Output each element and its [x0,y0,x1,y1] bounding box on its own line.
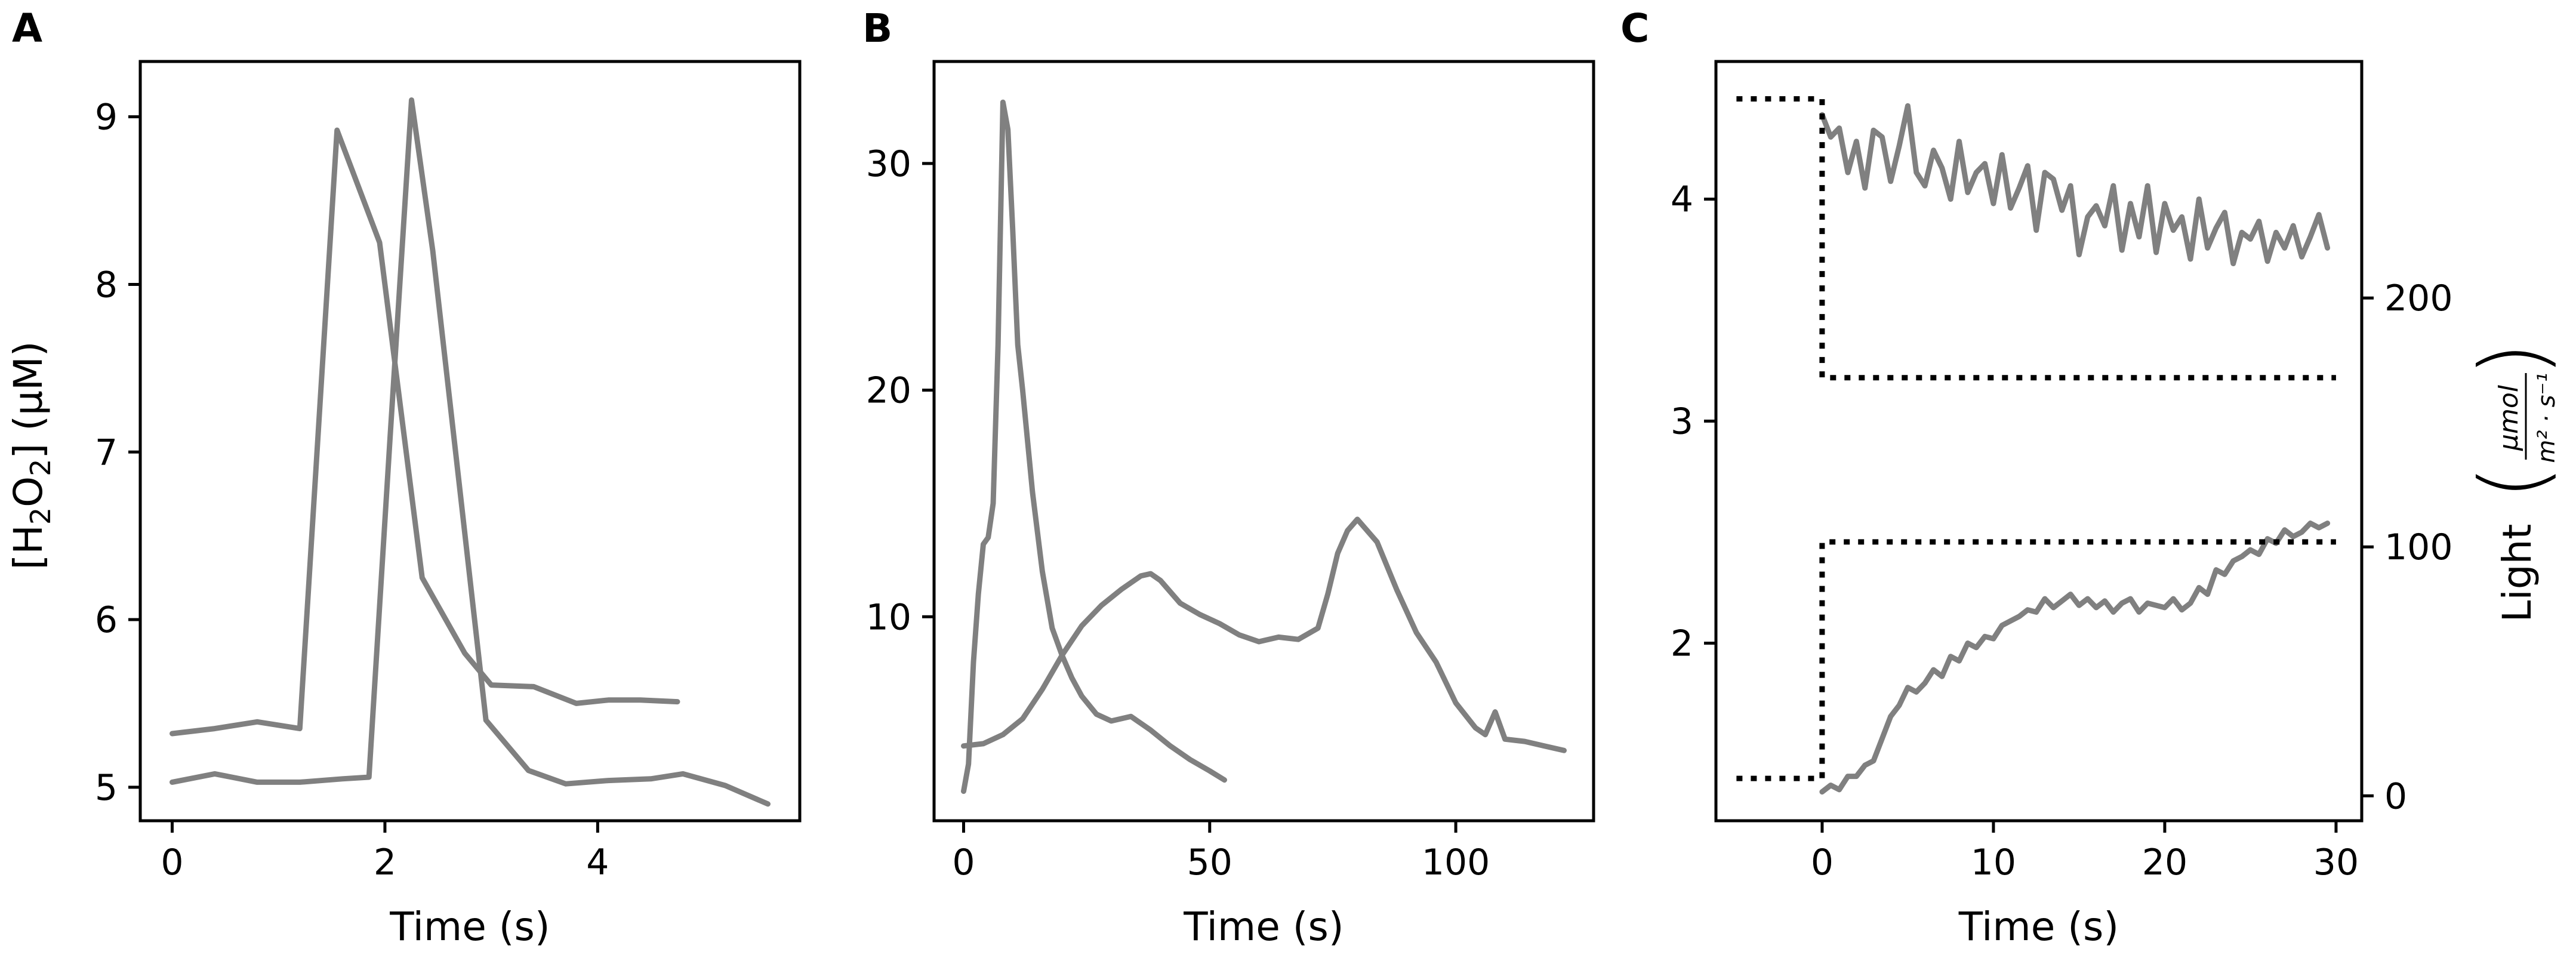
series-line-2 [170,97,771,807]
ylabel-part: [H [5,525,51,569]
light-series-line-2 [1736,539,2336,781]
x-axis-label: Time (s) [389,904,550,950]
unit-denominator: m² · s⁻¹ [2533,372,2560,463]
plot-frame [1714,60,2364,823]
x-tick-label: 10 [1971,842,2016,883]
panel-c-y2-axis-label: Light ( μmol m² · s⁻¹ ) [2461,342,2565,623]
panel-a-plot: 0 2 4 5 6 7 8 9 Time (s) [95,60,802,950]
y-tick-label: 9 [95,97,118,138]
panel-c-plot: 0 100 200 0 10 20 30 2 3 4 Time (s) [1671,60,2453,950]
x-tick-label: 0 [952,842,975,883]
right-paren: ) [2461,342,2565,377]
y-tick-label: 20 [866,370,911,412]
y-tick-label: 8 [95,264,118,306]
ylabel-subscript: 2 [24,459,57,476]
x-tick-label: 100 [1422,842,1490,883]
light-series-line-1 [1736,96,2336,381]
panel-a-y-axis-label: [H2O2] (µM) [5,341,57,569]
left-paren: ( [2461,465,2565,500]
x-tick-label: 0 [161,842,183,883]
panel-b-plot: 0 50 100 10 20 30 Time (s) [866,60,1595,950]
y-tick-label: 5 [95,767,118,809]
ylabel-part: O [5,476,51,507]
x-tick-label: 30 [2313,842,2359,883]
y-tick-label: 7 [95,432,118,473]
panel-a-letter: A [12,5,42,51]
y-tick-label: 30 [866,143,911,185]
y2-tick-label: 100 [2384,526,2453,568]
y-tick-label: 3 [1671,401,1693,443]
series-line-1 [961,99,1227,794]
ylabel-subscript: 2 [24,507,57,525]
y-tick-label: 2 [1671,623,1693,664]
y-tick-label: 4 [1671,179,1693,221]
plot-frame [138,60,802,823]
light-label: Light [2494,524,2540,623]
ylabel-part: ] (µM) [5,341,51,458]
series-line-2 [1819,521,2331,795]
x-axis-label: Time (s) [1183,904,1344,950]
plot-frame [932,60,1595,823]
x-tick-label: 4 [586,842,609,883]
y-tick-label: 10 [866,596,911,638]
x-tick-label: 0 [1811,842,1834,883]
series-line-1 [1819,103,2331,266]
y2-tick-label: 0 [2384,775,2407,817]
x-axis-label: Time (s) [1958,904,2119,950]
x-tick-label: 20 [2142,842,2187,883]
x-tick-label: 50 [1187,842,1232,883]
y2-tick-label: 200 [2384,278,2453,319]
panel-b-letter: B [862,5,892,51]
unit-numerator: μmol [2494,384,2524,451]
series-line-2 [961,516,1567,753]
series-line-1 [170,127,680,737]
x-tick-label: 2 [374,842,396,883]
y-tick-label: 6 [95,599,118,641]
panel-c-letter: C [1620,5,1649,51]
